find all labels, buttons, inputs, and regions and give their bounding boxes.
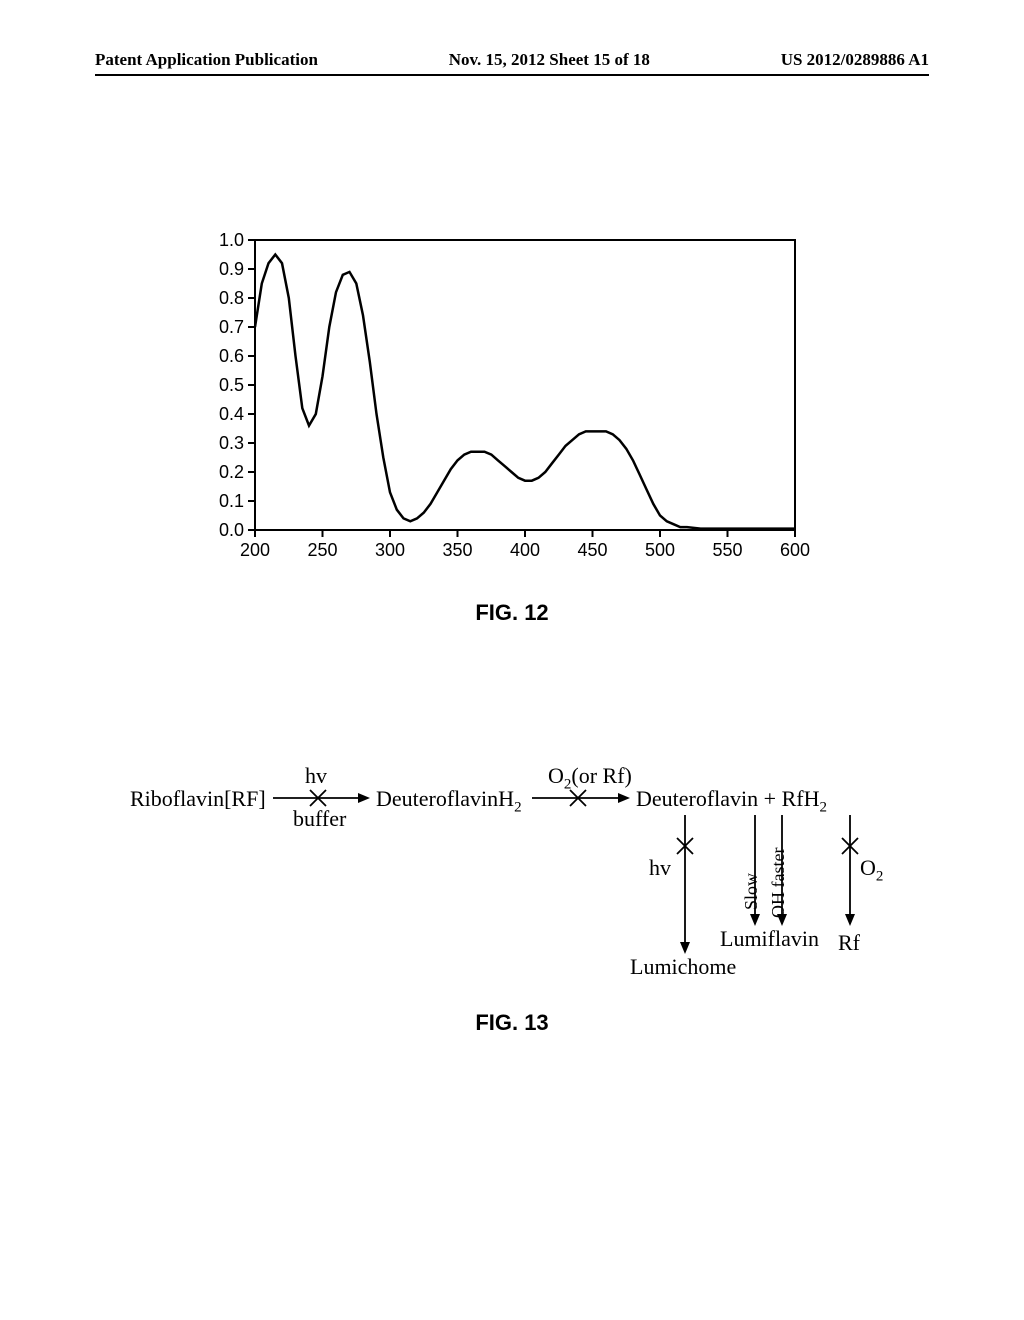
- header-center: Nov. 15, 2012 Sheet 15 of 18: [449, 50, 650, 70]
- spectrum-line: [255, 255, 795, 529]
- fig12-caption: FIG. 12: [0, 600, 1024, 626]
- deuteroflavin-text: Deuteroflavin: [636, 786, 758, 811]
- svg-text:0.1: 0.1: [219, 491, 244, 511]
- page-header: Patent Application Publication Nov. 15, …: [0, 50, 1024, 70]
- header-rule: [95, 74, 929, 76]
- label-hv1: hv: [305, 763, 327, 789]
- svg-text:0.6: 0.6: [219, 346, 244, 366]
- x-ticks: 200 250 300 350 400 450 500 550 600: [240, 530, 810, 560]
- deuteroflavinh2-sub: 2: [514, 799, 522, 815]
- fig12-chart: 0.0 0.1 0.2 0.3 0.4 0.5 0.6 0.7 0.8 0.9 1.0 200 250…: [195, 230, 815, 570]
- arrow-3-head: [680, 942, 690, 954]
- arrow-1-head: [358, 793, 370, 803]
- arrow-4-head: [750, 914, 760, 926]
- fig12-svg: 0.0 0.1 0.2 0.3 0.4 0.5 0.6 0.7 0.8 0.9 1.0 200 250…: [195, 230, 815, 570]
- svg-text:550: 550: [712, 540, 742, 560]
- chart-border: [255, 240, 795, 530]
- label-o2: O2: [860, 855, 883, 885]
- header-right: US 2012/0289886 A1: [781, 50, 929, 70]
- svg-text:0.8: 0.8: [219, 288, 244, 308]
- node-lumiflavin: Lumiflavin: [720, 926, 819, 952]
- node-rf: Rf: [838, 930, 860, 956]
- label-oh-faster: OH faster: [768, 848, 789, 918]
- svg-text:0.4: 0.4: [219, 404, 244, 424]
- o2-label-pre: O: [860, 855, 876, 880]
- svg-text:600: 600: [780, 540, 810, 560]
- label-buffer: buffer: [293, 806, 346, 832]
- o2-pre: O: [548, 763, 564, 788]
- svg-text:1.0: 1.0: [219, 230, 244, 250]
- o2-post: (or Rf): [571, 763, 631, 788]
- fig13-caption: FIG. 13: [0, 1010, 1024, 1036]
- label-hv2: hv: [649, 855, 671, 881]
- node-deuteroflavin-rfh2: Deuteroflavin + RfH2: [636, 786, 827, 816]
- plus-text: +: [758, 786, 781, 811]
- header-left: Patent Application Publication: [95, 50, 318, 70]
- arrow-2-head: [618, 793, 630, 803]
- svg-text:0.7: 0.7: [219, 317, 244, 337]
- svg-text:500: 500: [645, 540, 675, 560]
- rfh2-text: RfH: [782, 786, 820, 811]
- y-ticks: 0.0 0.1 0.2 0.3 0.4 0.5 0.6 0.7 0.8 0.9 1.0: [219, 230, 255, 540]
- svg-text:0.5: 0.5: [219, 375, 244, 395]
- arrow-5-head: [845, 914, 855, 926]
- svg-text:0.0: 0.0: [219, 520, 244, 540]
- svg-text:350: 350: [442, 540, 472, 560]
- label-o2-or-rf: O2(or Rf): [548, 763, 632, 793]
- svg-text:0.9: 0.9: [219, 259, 244, 279]
- svg-text:0.2: 0.2: [219, 462, 244, 482]
- svg-text:250: 250: [307, 540, 337, 560]
- svg-text:0.3: 0.3: [219, 433, 244, 453]
- rfh2-sub: 2: [819, 799, 827, 815]
- node-lumichome: Lumichome: [630, 954, 736, 980]
- deuteroflavinh2-text: DeuteroflavinH: [376, 786, 514, 811]
- svg-text:450: 450: [577, 540, 607, 560]
- label-slow: Slow: [741, 873, 762, 910]
- svg-text:200: 200: [240, 540, 270, 560]
- node-riboflavin: Riboflavin[RF]: [130, 786, 266, 812]
- node-deuteroflavinh2: DeuteroflavinH2: [376, 786, 522, 816]
- fig13-diagram: Riboflavin[RF] hv buffer DeuteroflavinH2…: [130, 760, 900, 980]
- o2-label-sub: 2: [876, 868, 884, 884]
- svg-text:400: 400: [510, 540, 540, 560]
- svg-text:300: 300: [375, 540, 405, 560]
